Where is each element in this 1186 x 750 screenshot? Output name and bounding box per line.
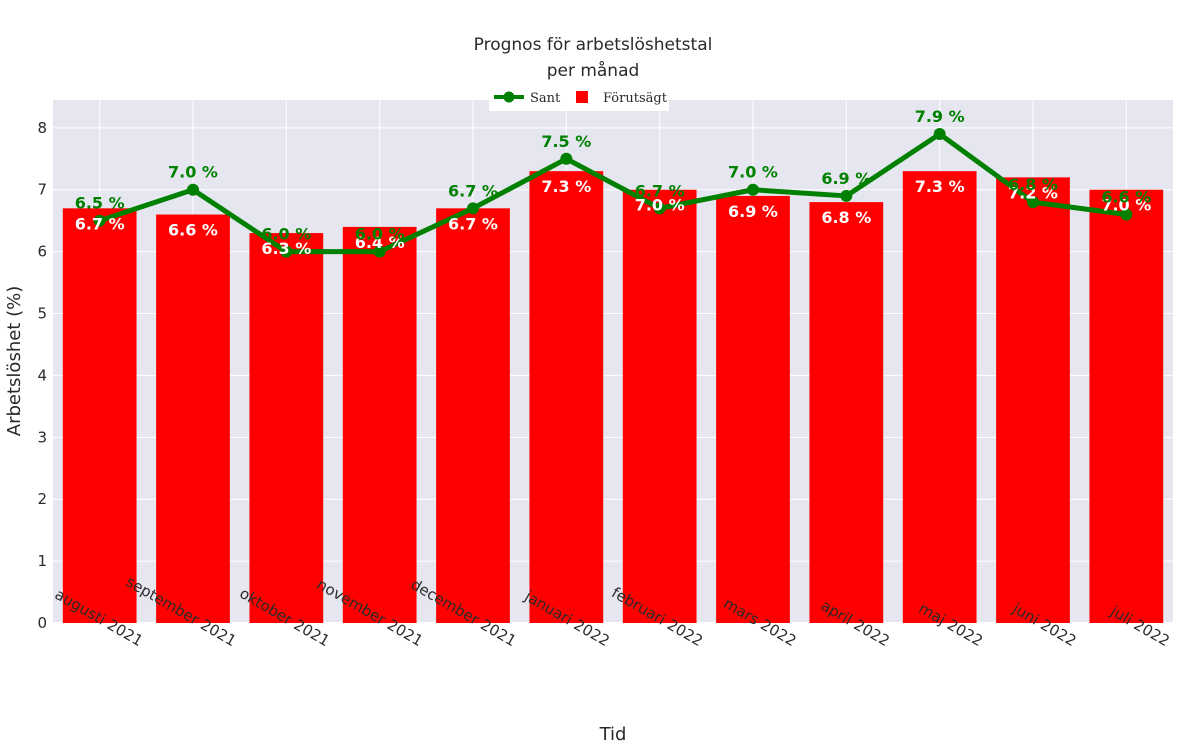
legend-label-sant: Sant	[530, 91, 561, 106]
line-data-label: 6.9 %	[821, 169, 871, 188]
y-tick-label: 1	[37, 552, 47, 570]
bar-data-label: 7.3 %	[541, 177, 591, 196]
line-point[interactable]	[187, 183, 199, 196]
line-point[interactable]	[467, 202, 479, 215]
bar[interactable]	[716, 195, 790, 623]
line-data-label: 7.9 %	[915, 107, 965, 126]
bar-data-label: 6.8 %	[821, 208, 871, 227]
legend[interactable]: Sant Förutsägt	[489, 84, 669, 111]
bar-labels: 6.7 % 6.6 % 6.3 % 6.4 % 6.7 % 7.3 % 7.0 % 6.9 %…	[75, 177, 1152, 258]
bar-data-label: 6.4 %	[355, 233, 405, 252]
line-data-label: 6.7 %	[635, 181, 685, 200]
line-data-label: 7.5 %	[541, 132, 591, 151]
bar[interactable]	[436, 208, 510, 624]
bar[interactable]	[156, 214, 230, 623]
bar[interactable]	[902, 171, 977, 623]
bar-data-label: 6.6 %	[168, 221, 218, 240]
x-axis-title: Tid	[599, 724, 627, 745]
line-path	[98, 131, 1127, 255]
line-point[interactable]	[747, 183, 759, 196]
line-series	[93, 128, 1133, 258]
bars	[62, 171, 1164, 624]
y-tick-label: 0	[37, 614, 47, 632]
bar-data-label: 6.7 %	[75, 214, 125, 233]
bar[interactable]	[529, 171, 604, 623]
line-data-label: 6.5 %	[75, 194, 125, 213]
y-tick-label: 4	[37, 366, 47, 384]
line-point[interactable]	[1120, 208, 1133, 221]
legend-bar-swatch	[576, 91, 588, 103]
y-tick-label: 7	[37, 181, 47, 199]
bar-data-label: 7.0 %	[635, 196, 685, 215]
line-point[interactable]	[560, 152, 573, 165]
y-tick-label: 6	[37, 243, 47, 261]
plot-area	[53, 100, 1173, 623]
bar-data-label: 7.2 %	[1008, 183, 1058, 202]
bar[interactable]	[342, 226, 417, 623]
line-data-label: 6.0 %	[355, 225, 405, 244]
y-axis-title: Arbetslöshet (%)	[4, 286, 25, 436]
bar[interactable]	[996, 177, 1070, 623]
bar[interactable]	[62, 208, 137, 624]
bar-data-label: 6.9 %	[728, 202, 778, 221]
y-tick-label: 8	[37, 119, 47, 137]
line-data-label: 6.8 %	[1008, 175, 1058, 194]
line-point[interactable]	[1027, 196, 1039, 209]
line-data-label: 6.0 %	[261, 225, 311, 244]
chart-title-line1: Prognos för arbetslöshetstal	[474, 35, 713, 55]
line-data-label: 7.0 %	[728, 163, 778, 182]
line-data-label: 6.7 %	[448, 181, 498, 200]
legend-label-forutsagt: Förutsägt	[603, 91, 668, 106]
y-tick-label: 2	[37, 490, 47, 508]
line-labels: 6.5 %7.0 %6.0 % 6.0 %6.7 %7.5 %6.7 %7.0 %…	[75, 107, 1152, 244]
bar-data-label: 6.3 %	[261, 239, 311, 258]
y-tick-label: 3	[37, 428, 47, 446]
bar-data-label: 7.0 %	[1101, 196, 1151, 215]
line-point[interactable]	[280, 245, 293, 258]
line-data-label: 7.0 %	[168, 163, 218, 182]
line-point[interactable]	[653, 202, 666, 215]
bar[interactable]	[809, 202, 884, 623]
bar[interactable]	[1089, 189, 1164, 624]
bar[interactable]	[622, 189, 697, 624]
line-data-label: 6.6 %	[1101, 188, 1151, 207]
chart-title-line2: per månad	[547, 60, 640, 81]
bar[interactable]	[249, 233, 324, 624]
legend-line-marker	[503, 91, 515, 103]
bar-data-label: 6.7 %	[448, 214, 498, 233]
y-axis-ticks: 0 1 2 3 4 5 6 7 8	[37, 119, 47, 632]
line-point[interactable]	[840, 189, 853, 202]
line-point[interactable]	[373, 245, 386, 258]
bar-data-label: 7.3 %	[915, 177, 965, 196]
line-point[interactable]	[933, 128, 946, 141]
y-tick-label: 5	[37, 305, 47, 323]
line-point[interactable]	[93, 214, 106, 227]
